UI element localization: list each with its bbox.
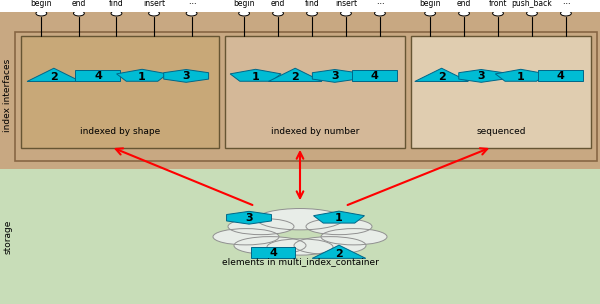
Circle shape [239, 11, 250, 16]
Bar [76, 70, 121, 81]
Text: indexed by number: indexed by number [271, 127, 359, 136]
Ellipse shape [213, 229, 279, 245]
Circle shape [560, 11, 571, 16]
Bar [251, 247, 295, 258]
Text: ⋯: ⋯ [562, 0, 570, 8]
Polygon shape [459, 70, 503, 82]
Bar [0, 12, 600, 170]
Circle shape [307, 11, 317, 16]
Polygon shape [313, 70, 357, 82]
Text: insert: insert [335, 0, 357, 8]
Text: 1: 1 [335, 213, 343, 223]
Ellipse shape [228, 218, 294, 235]
Circle shape [272, 11, 283, 16]
Polygon shape [116, 69, 167, 81]
Polygon shape [164, 70, 209, 82]
Text: end: end [72, 0, 86, 8]
Text: 1: 1 [252, 71, 259, 81]
Ellipse shape [306, 218, 372, 235]
Ellipse shape [321, 229, 387, 245]
Text: find: find [109, 0, 124, 8]
Text: 3: 3 [478, 71, 485, 81]
Text: sequenced: sequenced [476, 127, 526, 136]
Text: ⋯: ⋯ [188, 0, 196, 8]
Circle shape [36, 11, 47, 16]
FancyBboxPatch shape [225, 36, 405, 147]
Text: 4: 4 [94, 71, 102, 81]
Polygon shape [268, 68, 322, 81]
Text: 1: 1 [138, 71, 146, 81]
Bar [0, 170, 600, 304]
Polygon shape [27, 68, 80, 81]
Text: 3: 3 [331, 71, 338, 81]
Text: elements in multi_index_container: elements in multi_index_container [221, 257, 379, 266]
Text: 3: 3 [245, 213, 253, 223]
Circle shape [425, 11, 436, 16]
Polygon shape [230, 69, 281, 81]
Circle shape [527, 11, 538, 16]
Circle shape [111, 11, 122, 16]
Circle shape [374, 11, 385, 16]
Text: find: find [305, 0, 319, 8]
Circle shape [458, 11, 469, 16]
Text: begin: begin [419, 0, 441, 8]
Text: end: end [457, 0, 471, 8]
Text: 2: 2 [292, 72, 299, 82]
Polygon shape [314, 211, 364, 223]
Ellipse shape [257, 209, 343, 230]
Polygon shape [312, 245, 366, 258]
Text: 3: 3 [182, 71, 190, 81]
Ellipse shape [294, 237, 366, 254]
Text: front: front [489, 0, 507, 8]
Circle shape [74, 11, 85, 16]
Text: insert: insert [143, 0, 165, 8]
Ellipse shape [234, 237, 306, 254]
Bar [352, 70, 397, 81]
Circle shape [186, 11, 197, 16]
Text: index interfaces: index interfaces [3, 58, 13, 132]
Polygon shape [227, 211, 271, 224]
Circle shape [341, 11, 352, 16]
Text: 4: 4 [556, 71, 565, 81]
Text: push_back: push_back [512, 0, 553, 8]
Text: 2: 2 [438, 72, 445, 82]
Circle shape [493, 11, 503, 16]
Ellipse shape [267, 239, 333, 255]
Bar [538, 70, 583, 81]
Text: end: end [271, 0, 285, 8]
Text: 4: 4 [269, 248, 277, 258]
Text: begin: begin [31, 0, 52, 8]
FancyBboxPatch shape [21, 36, 219, 147]
FancyBboxPatch shape [411, 36, 591, 147]
Text: ⋯: ⋯ [376, 0, 384, 8]
Text: begin: begin [233, 0, 255, 8]
Polygon shape [496, 69, 546, 81]
Text: 2: 2 [335, 249, 343, 259]
Circle shape [149, 11, 160, 16]
Text: 4: 4 [370, 71, 379, 81]
Text: 1: 1 [517, 71, 524, 81]
Text: storage: storage [3, 219, 12, 254]
Polygon shape [415, 68, 469, 81]
Text: 2: 2 [50, 72, 58, 82]
FancyBboxPatch shape [15, 32, 597, 161]
Text: indexed by shape: indexed by shape [80, 127, 160, 136]
